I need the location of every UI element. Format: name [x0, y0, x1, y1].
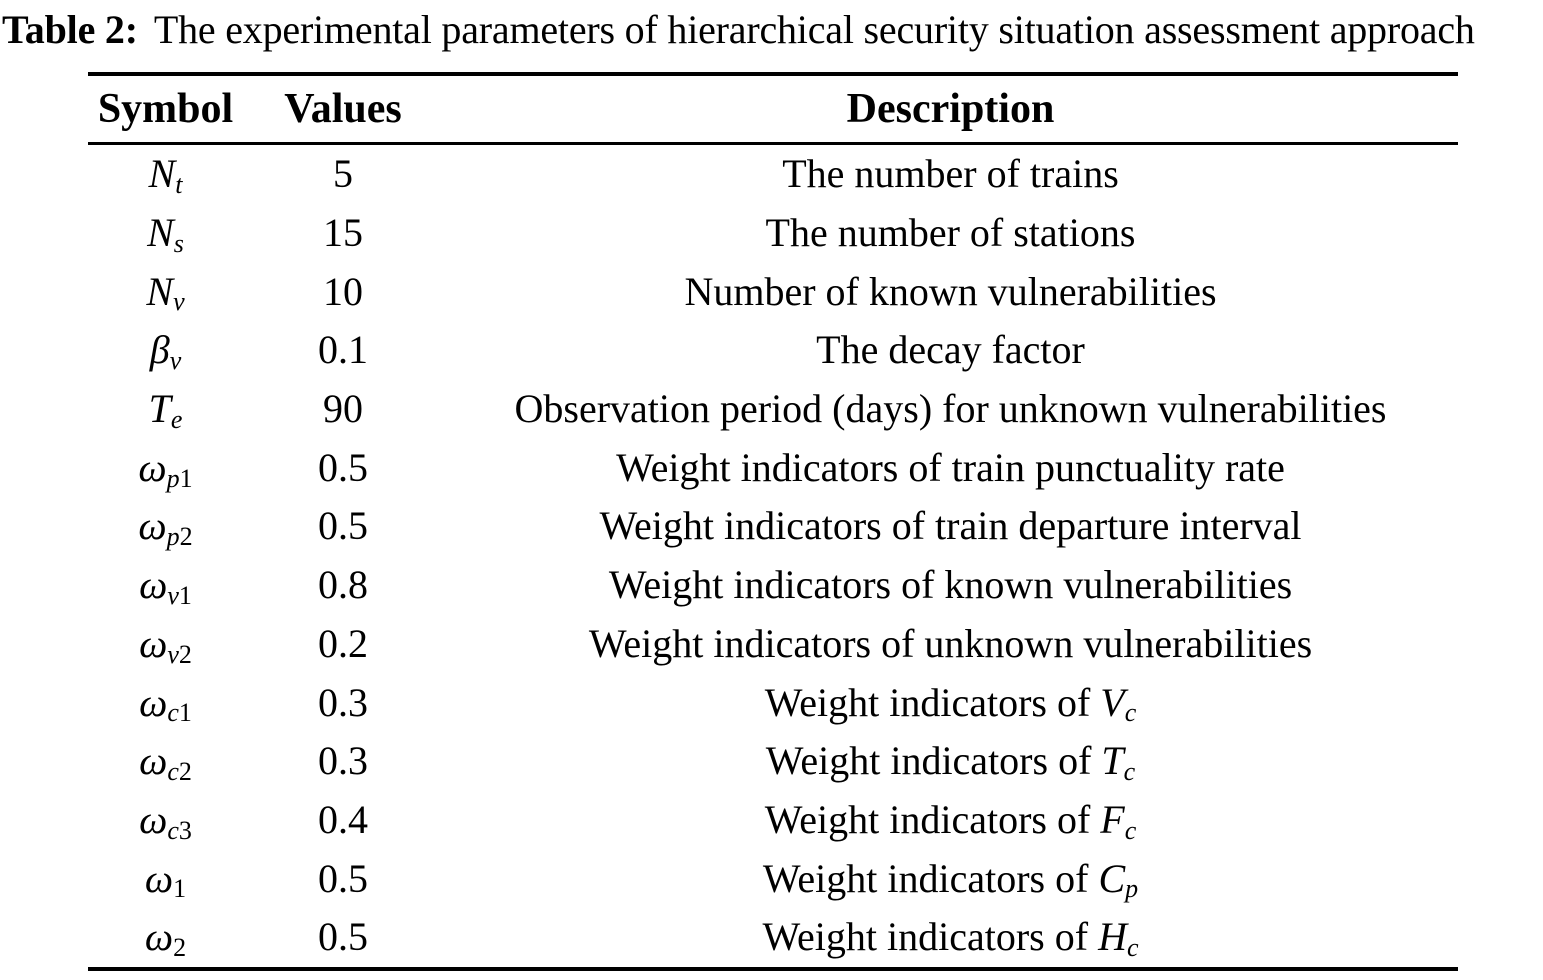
description-cell: Weight indicators of Tc [765, 738, 1136, 786]
description-cell: Weight indicators of train departure int… [599, 503, 1302, 549]
symbol-cell: Nt [148, 151, 183, 200]
parameters-table: Symbol Values Description Nt 5 The numbe… [88, 72, 1458, 971]
header-values: Values [284, 86, 402, 132]
description-cell: Weight indicators of Fc [764, 796, 1137, 845]
value-cell: 0.8 [318, 562, 368, 608]
symbol-cell: ωv2 [139, 620, 192, 669]
table-row: Nt 5 The number of trains [88, 145, 1458, 204]
description-cell: The number of stations [765, 210, 1136, 256]
table-row: βv 0.1 The decay factor [88, 321, 1458, 380]
header-description: Description [846, 86, 1055, 132]
value-cell: 0.3 [318, 738, 368, 784]
description-cell: Weight indicators of Hc [762, 914, 1139, 962]
table-row: ω1 0.5 Weight indicators of Cp [88, 849, 1458, 908]
value-cell: 15 [323, 210, 363, 256]
description-cell: Weight indicators of Cp [762, 855, 1139, 904]
description-cell: Weight indicators of train punctuality r… [616, 444, 1285, 490]
table-row: Nv 10 Number of known vulnerabilities [88, 262, 1458, 321]
description-cell: Number of known vulnerabilities [684, 268, 1217, 314]
table-row: ωp1 0.5 Weight indicators of train punct… [88, 438, 1458, 497]
value-cell: 0.4 [318, 796, 368, 842]
description-cell: The number of trains [782, 151, 1119, 197]
description-cell: Weight indicators of unknown vulnerabili… [588, 620, 1313, 666]
symbol-cell: ωc2 [139, 738, 192, 786]
mid-rule [88, 142, 1458, 145]
symbol-cell: βv [149, 327, 182, 376]
table-row: ωp2 0.5 Weight indicators of train depar… [88, 497, 1458, 556]
table-caption: Table 2: The experimental parameters of h… [2, 6, 1543, 53]
table-row: Ns 15 The number of stations [88, 204, 1458, 263]
table-caption-text: The experimental parameters of hierarchi… [153, 7, 1475, 52]
value-cell: 0.5 [318, 444, 368, 490]
symbol-cell: Te [148, 386, 183, 434]
description-cell: Weight indicators of Vc [764, 679, 1137, 728]
value-cell: 5 [333, 151, 353, 197]
symbol-cell: Nv [146, 268, 185, 317]
top-rule [88, 72, 1458, 76]
symbol-cell: ω1 [144, 855, 187, 904]
value-cell: 90 [323, 386, 363, 432]
description-cell: Weight indicators of known vulnerabiliti… [608, 562, 1293, 608]
bottom-rule [88, 966, 1458, 971]
value-cell: 0.1 [318, 327, 368, 373]
symbol-cell: ω2 [144, 914, 187, 962]
table-row: ωc3 0.4 Weight indicators of Fc [88, 791, 1458, 850]
table-row: ωc1 0.3 Weight indicators of Vc [88, 673, 1458, 732]
symbol-cell: ωc1 [139, 679, 192, 728]
symbol-cell: ωv1 [139, 562, 192, 610]
table-caption-label: Table 2: [2, 7, 138, 52]
value-cell: 0.5 [318, 503, 368, 549]
symbol-cell: Ns [147, 210, 184, 258]
table-row: Te 90 Observation period (days) for unkn… [88, 380, 1458, 439]
value-cell: 0.5 [318, 855, 368, 901]
table-row: ωv1 0.8 Weight indicators of known vulne… [88, 556, 1458, 615]
value-cell: 10 [323, 268, 363, 314]
symbol-cell: ωp1 [138, 444, 193, 493]
value-cell: 0.3 [318, 679, 368, 725]
description-cell: Observation period (days) for unknown vu… [514, 386, 1387, 432]
description-cell: The decay factor [816, 327, 1085, 373]
symbol-cell: ωp2 [138, 503, 193, 552]
symbol-cell: ωc3 [139, 796, 192, 845]
table-row: ωv2 0.2 Weight indicators of unknown vul… [88, 615, 1458, 674]
header-symbol: Symbol [97, 86, 234, 132]
value-cell: 0.5 [318, 914, 368, 960]
table-header-row: Symbol Values Description [88, 76, 1458, 142]
value-cell: 0.2 [318, 620, 368, 666]
table-row: ωc2 0.3 Weight indicators of Tc [88, 732, 1458, 791]
table-row: ω2 0.5 Weight indicators of Hc [88, 908, 1458, 967]
